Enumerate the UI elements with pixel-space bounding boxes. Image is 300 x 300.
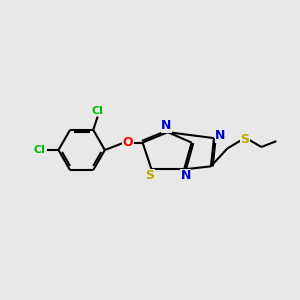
Text: N: N bbox=[161, 119, 172, 132]
Text: Cl: Cl bbox=[34, 145, 46, 155]
Text: S: S bbox=[241, 133, 250, 146]
Text: S: S bbox=[146, 169, 154, 182]
Text: Cl: Cl bbox=[92, 106, 103, 116]
Text: N: N bbox=[181, 169, 191, 182]
Text: O: O bbox=[122, 136, 133, 149]
Text: N: N bbox=[215, 129, 226, 142]
